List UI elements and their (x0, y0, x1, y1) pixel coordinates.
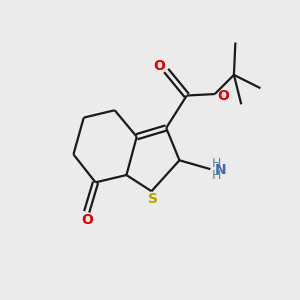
Text: O: O (153, 59, 165, 73)
Text: O: O (81, 213, 93, 227)
Text: H: H (212, 157, 221, 170)
Text: S: S (148, 193, 158, 206)
Text: O: O (218, 88, 230, 103)
Text: H: H (212, 169, 221, 182)
Text: N: N (215, 163, 226, 177)
